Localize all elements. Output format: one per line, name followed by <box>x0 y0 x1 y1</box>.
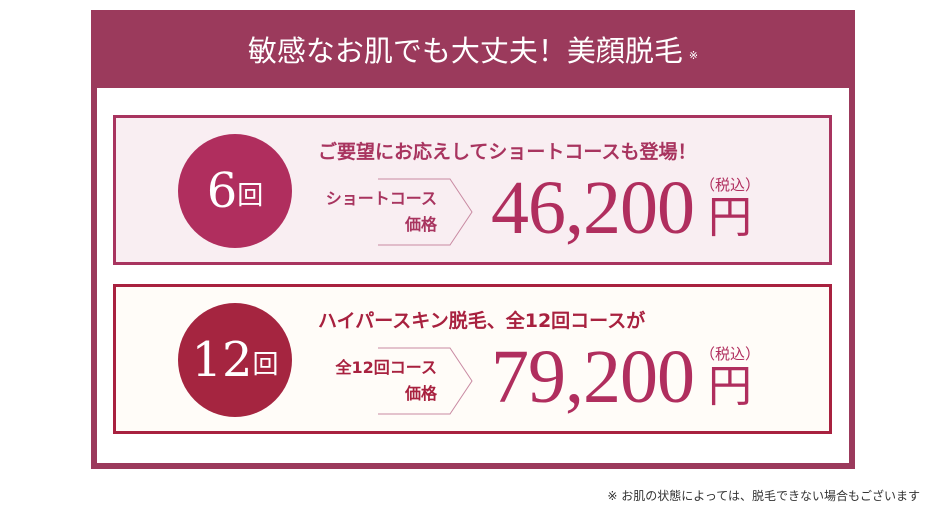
price-group: 79,200 （税込） 円 <box>491 339 760 415</box>
price-tag: ショートコース 価格 <box>318 178 473 246</box>
yen-unit: 円 <box>708 192 752 243</box>
footnote: ※ お肌の状態によっては、脱毛できない場合もございます <box>607 489 920 503</box>
count-unit: 回 <box>252 350 279 380</box>
plan-lead: ハイパースキン脱毛、全12回コースが <box>318 310 646 332</box>
arrow-tag-icon <box>378 347 473 415</box>
title-note-mark: ※ <box>688 48 699 62</box>
tax-label: （税込） <box>700 345 761 363</box>
count-number: 12 <box>191 332 253 388</box>
price-group: 46,200 （税込） 円 <box>491 170 760 246</box>
tag-line1: 全12回コース <box>335 358 437 377</box>
tag-line2: 価格 <box>404 384 437 403</box>
page-title: 敏感なお肌でも大丈夫！美顔脱毛 ※ <box>91 10 855 88</box>
price-unit-group: （税込） 円 <box>700 176 760 242</box>
price-unit-group: （税込） 円 <box>700 345 760 411</box>
title-text: 敏感なお肌でも大丈夫！美顔脱毛 <box>247 34 683 68</box>
tag-line2: 価格 <box>404 215 437 234</box>
plan-card-12: 12 回 ハイパースキン脱毛、全12回コースが 全12回コース 価格 79,200… <box>113 284 832 434</box>
price-value: 79,200 <box>491 335 695 419</box>
yen-unit: 円 <box>708 361 752 412</box>
arrow-tag-icon <box>378 178 473 246</box>
tax-label: （税込） <box>700 176 761 194</box>
count-badge: 12 回 <box>178 303 292 417</box>
plan-lead: ご要望にお応えしてショートコースも登場！ <box>318 141 697 163</box>
count-number: 6 <box>206 163 238 219</box>
tag-line1: ショートコース <box>325 189 437 208</box>
price-value: 46,200 <box>491 166 695 250</box>
count-unit: 回 <box>237 181 264 211</box>
price-tag: 全12回コース 価格 <box>318 347 473 415</box>
